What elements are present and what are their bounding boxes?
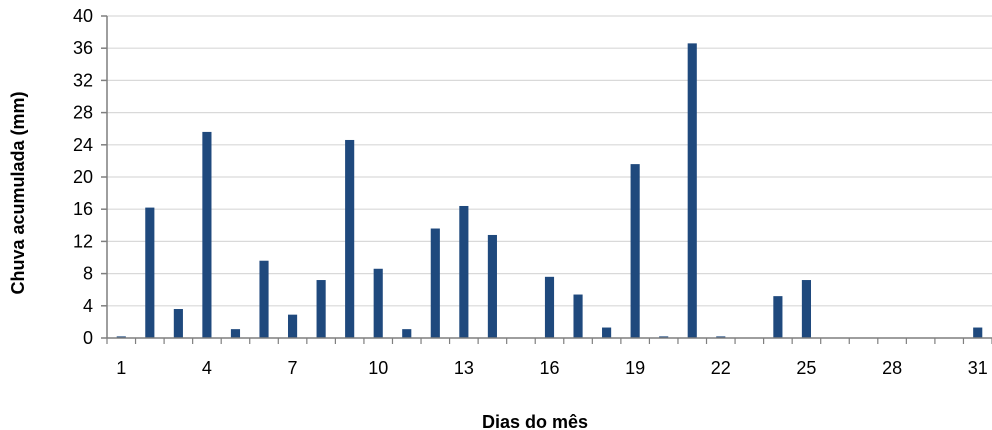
- x-tick-label: 10: [368, 358, 388, 378]
- bar: [602, 327, 612, 338]
- bar: [202, 131, 212, 338]
- x-tick-label: 13: [454, 358, 474, 378]
- bar: [459, 205, 469, 338]
- bar: [373, 268, 383, 338]
- bar: [573, 294, 583, 338]
- y-tick-label: 16: [73, 199, 93, 219]
- y-tick-label: 20: [73, 167, 93, 187]
- bar: [687, 43, 697, 339]
- y-tick-label: 40: [73, 6, 93, 26]
- y-tick-label: 8: [83, 264, 93, 284]
- gridlines: [107, 15, 992, 307]
- x-tick-label: 1: [116, 358, 126, 378]
- x-axis-title: Dias do mês: [482, 412, 588, 430]
- bar: [630, 164, 640, 338]
- x-tick-label: 22: [711, 358, 731, 378]
- y-axis-title: Chuva acumulada (mm): [8, 91, 28, 294]
- bar: [259, 260, 269, 338]
- x-tick-label: 7: [288, 358, 298, 378]
- bar: [145, 207, 155, 338]
- bar: [659, 336, 669, 338]
- y-tick-label: 32: [73, 70, 93, 90]
- bar: [345, 139, 355, 338]
- bar: [287, 314, 298, 338]
- bar: [773, 296, 783, 338]
- bar: [316, 280, 326, 338]
- bar: [402, 329, 412, 338]
- bar: [973, 327, 983, 338]
- x-tick-labels: 1 4 7 10 13 16 19 22 25 28 31: [116, 358, 987, 378]
- bar: [173, 309, 183, 338]
- x-tick-label: 25: [796, 358, 816, 378]
- bar: [544, 276, 555, 338]
- y-tick-label: 36: [73, 38, 93, 58]
- x-tick-label: 16: [539, 358, 559, 378]
- bar: [487, 234, 497, 338]
- bars: [116, 43, 983, 339]
- bar: [430, 228, 440, 338]
- y-tick-label: 28: [73, 103, 93, 123]
- x-tick-label: 31: [968, 358, 988, 378]
- x-tick-label: 4: [202, 358, 212, 378]
- bar: [116, 336, 126, 338]
- y-tick-label: 4: [83, 296, 93, 316]
- y-tick-label: 0: [83, 328, 93, 348]
- x-tick-label: 19: [625, 358, 645, 378]
- y-tick-label: 12: [73, 231, 93, 251]
- bar: [230, 329, 241, 338]
- x-tick-label: 28: [882, 358, 902, 378]
- bar: [716, 336, 726, 338]
- axes: [101, 15, 992, 344]
- bar: [801, 280, 812, 338]
- y-tick-labels: 0 4 8 12 16 20 24 28 32 36 40: [73, 6, 93, 348]
- y-tick-label: 24: [73, 135, 93, 155]
